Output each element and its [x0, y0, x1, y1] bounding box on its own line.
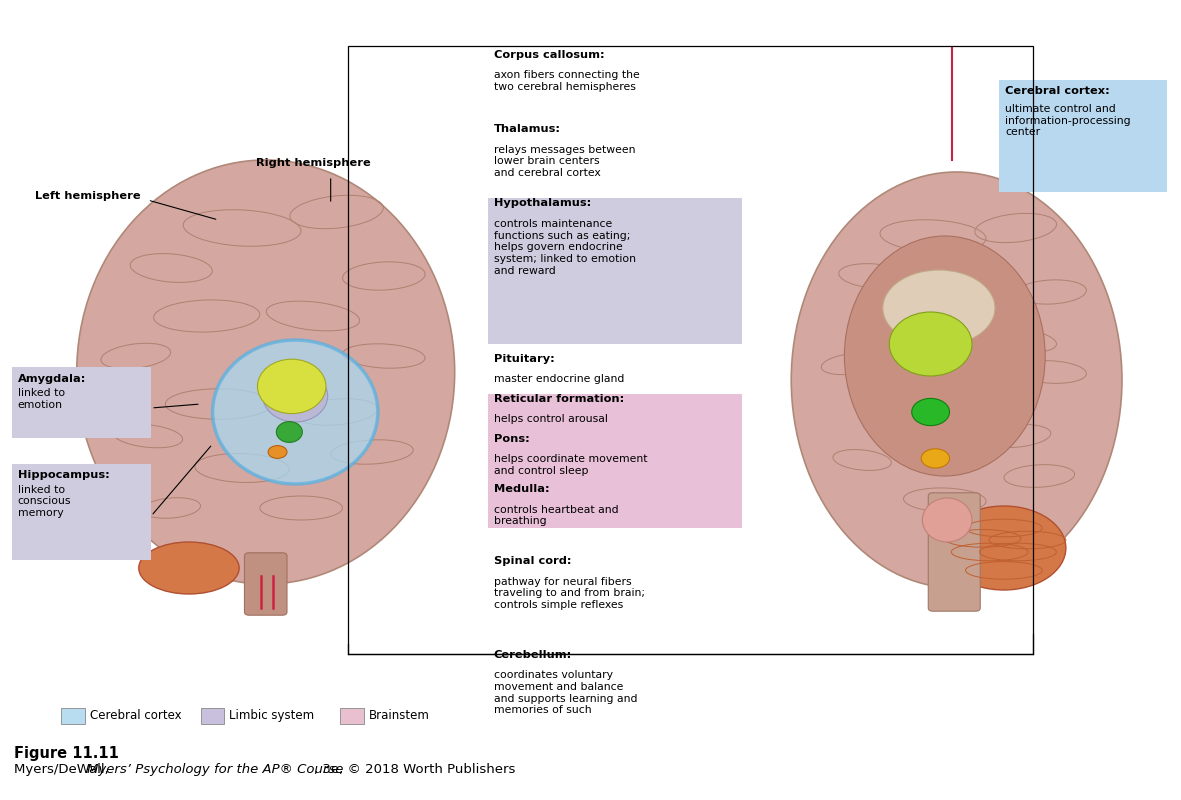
Text: Myers’ Psychology for the AP® Course: Myers’ Psychology for the AP® Course	[87, 763, 344, 776]
Ellipse shape	[268, 446, 287, 458]
Text: helps control arousal: helps control arousal	[494, 414, 607, 424]
Text: Pons:: Pons:	[494, 434, 529, 443]
Ellipse shape	[213, 340, 378, 484]
Text: linked to
conscious
memory: linked to conscious memory	[18, 485, 71, 518]
FancyBboxPatch shape	[12, 464, 151, 560]
Ellipse shape	[942, 506, 1066, 590]
Ellipse shape	[889, 312, 972, 376]
FancyBboxPatch shape	[928, 493, 980, 611]
Text: Myers/DeWall,: Myers/DeWall,	[14, 763, 113, 776]
Text: Hippocampus:: Hippocampus:	[18, 470, 110, 480]
FancyBboxPatch shape	[201, 708, 224, 724]
FancyBboxPatch shape	[61, 708, 85, 724]
FancyBboxPatch shape	[12, 367, 151, 438]
Text: Pituitary:: Pituitary:	[494, 354, 554, 363]
Ellipse shape	[257, 359, 326, 414]
Text: Figure 11.11: Figure 11.11	[14, 746, 119, 761]
Text: Right hemisphere: Right hemisphere	[255, 158, 371, 168]
Ellipse shape	[912, 398, 950, 426]
Text: Thalamus:: Thalamus:	[494, 124, 561, 134]
FancyBboxPatch shape	[488, 394, 742, 528]
Text: Corpus callosum:: Corpus callosum:	[494, 50, 605, 60]
Text: ultimate control and
information-processing
center: ultimate control and information-process…	[1005, 104, 1130, 138]
Text: controls heartbeat and
breathing: controls heartbeat and breathing	[494, 505, 619, 526]
Text: Cerebellum:: Cerebellum:	[494, 650, 572, 659]
Ellipse shape	[883, 270, 994, 346]
Text: Cerebral cortex: Cerebral cortex	[90, 709, 182, 722]
Text: , 3e, © 2018 Worth Publishers: , 3e, © 2018 Worth Publishers	[314, 763, 516, 776]
Ellipse shape	[844, 236, 1045, 476]
Bar	[348, 46, 1033, 654]
FancyBboxPatch shape	[488, 198, 742, 344]
Ellipse shape	[77, 160, 455, 584]
Text: pathway for neural fibers
traveling to and from brain;
controls simple reflexes: pathway for neural fibers traveling to a…	[494, 577, 645, 610]
FancyBboxPatch shape	[999, 80, 1167, 192]
Ellipse shape	[921, 449, 950, 468]
Text: relays messages between
lower brain centers
and cerebral cortex: relays messages between lower brain cent…	[494, 145, 635, 178]
Text: coordinates voluntary
movement and balance
and supports learning and
memories of: coordinates voluntary movement and balan…	[494, 670, 638, 715]
Text: Amygdala:: Amygdala:	[18, 374, 86, 384]
Ellipse shape	[791, 172, 1122, 588]
Text: linked to
emotion: linked to emotion	[18, 388, 65, 410]
Ellipse shape	[276, 422, 302, 442]
Text: Spinal cord:: Spinal cord:	[494, 556, 572, 566]
Text: Limbic system: Limbic system	[229, 709, 314, 722]
Text: helps coordinate movement
and control sleep: helps coordinate movement and control sl…	[494, 454, 647, 476]
Text: Reticular formation:: Reticular formation:	[494, 394, 624, 403]
Text: Medulla:: Medulla:	[494, 484, 549, 494]
Text: Brainstem: Brainstem	[368, 709, 430, 722]
Ellipse shape	[262, 370, 328, 422]
FancyBboxPatch shape	[340, 708, 364, 724]
Text: Hypothalamus:: Hypothalamus:	[494, 198, 590, 208]
Text: axon fibers connecting the
two cerebral hemispheres: axon fibers connecting the two cerebral …	[494, 70, 639, 92]
Ellipse shape	[922, 498, 972, 542]
Text: master endocrine gland: master endocrine gland	[494, 374, 624, 384]
Text: controls maintenance
functions such as eating;
helps govern endocrine
system; li: controls maintenance functions such as e…	[494, 219, 635, 275]
Ellipse shape	[139, 542, 239, 594]
Text: Left hemisphere: Left hemisphere	[35, 191, 141, 201]
Text: Cerebral cortex:: Cerebral cortex:	[1005, 86, 1110, 96]
FancyBboxPatch shape	[244, 553, 287, 615]
